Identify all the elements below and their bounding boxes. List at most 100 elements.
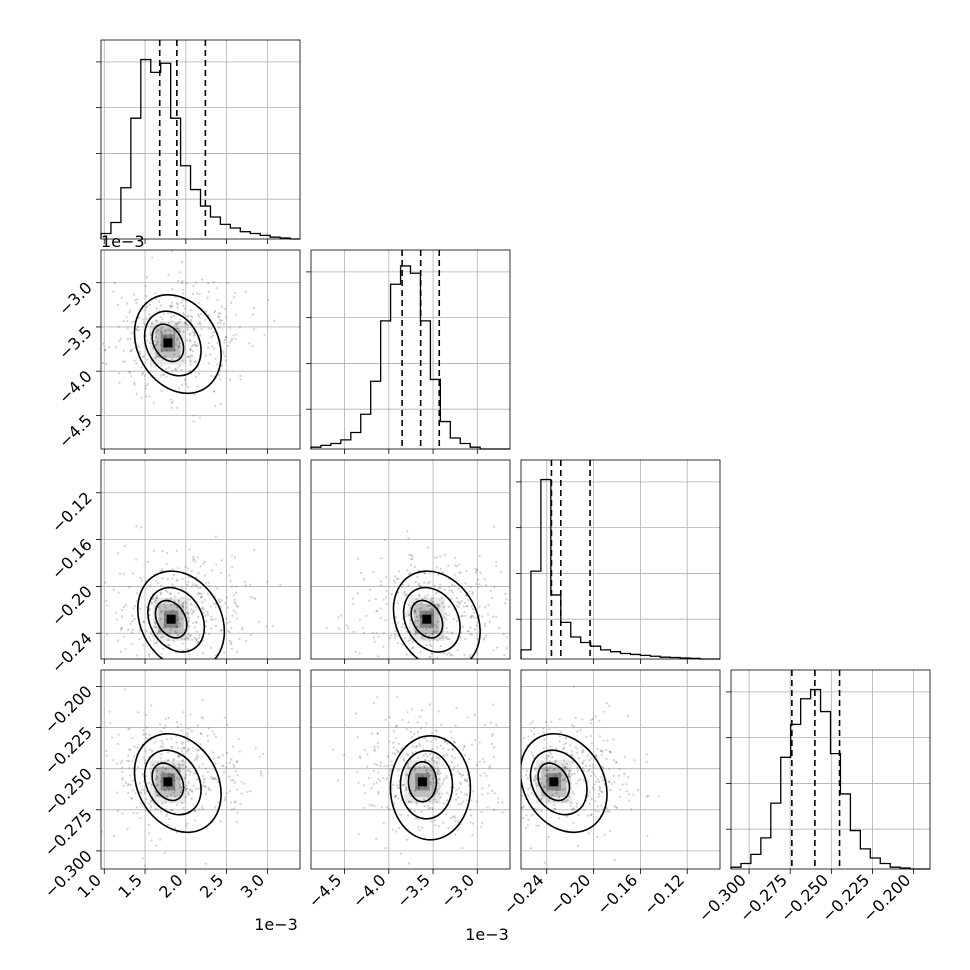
- scatter-point: [160, 739, 163, 743]
- scatter-point: [465, 667, 467, 669]
- scatter-point: [455, 792, 458, 796]
- scatter-point: [191, 621, 195, 624]
- scatter-point: [481, 615, 484, 618]
- scatter-point: [214, 535, 217, 538]
- scatter-point: [340, 614, 343, 617]
- scatter-point: [454, 724, 457, 727]
- scatter-point: [197, 322, 200, 325]
- scatter-point: [411, 708, 414, 711]
- scatter-point: [455, 706, 458, 709]
- scatter-point: [357, 557, 360, 560]
- scatter-point: [493, 809, 496, 812]
- scatter-point: [544, 720, 548, 724]
- scatter-point: [491, 734, 494, 737]
- scatter-point: [448, 585, 451, 589]
- scatter-point: [182, 711, 185, 714]
- scatter-point: [172, 757, 176, 761]
- scatter-point: [488, 765, 492, 768]
- scatter-point: [431, 622, 434, 626]
- scatter-point: [594, 715, 598, 718]
- scatter-point: [437, 787, 440, 791]
- scatter-point: [542, 727, 545, 730]
- scatter-point: [518, 730, 520, 732]
- scatter-point: [497, 801, 500, 804]
- scatter-point: [531, 792, 534, 795]
- scatter-point: [423, 572, 426, 575]
- scatter-point: [145, 395, 148, 398]
- scatter-point: [444, 754, 447, 757]
- scatter-point: [612, 759, 616, 762]
- scatter-point: [424, 758, 427, 761]
- scatter-point: [164, 330, 167, 333]
- scatter-point: [367, 776, 371, 780]
- scatter-point: [220, 365, 223, 368]
- scatter-point: [130, 321, 133, 324]
- scatter-point: [229, 620, 232, 623]
- scatter-point: [395, 634, 398, 637]
- scatter-point: [155, 595, 159, 598]
- scatter-point: [476, 568, 479, 571]
- scatter-point: [382, 632, 386, 635]
- scatter-point: [454, 819, 457, 823]
- scatter-point: [186, 385, 189, 388]
- scatter-point: [202, 777, 206, 780]
- scatter-point: [167, 601, 170, 604]
- scatter-point: [434, 793, 437, 796]
- scatter-point: [187, 355, 190, 358]
- scatter-point: [393, 796, 396, 799]
- scatter-point: [379, 764, 382, 767]
- scatter-point: [155, 844, 158, 847]
- scatter-point: [627, 792, 631, 796]
- scatter-point: [194, 819, 197, 822]
- scatter-point: [119, 761, 122, 765]
- panel-frame: [520, 459, 721, 660]
- scatter-point: [143, 374, 146, 377]
- scatter-point: [442, 652, 445, 655]
- scatter-point: [615, 760, 618, 764]
- scatter-point: [217, 315, 220, 318]
- scatter-point: [187, 315, 190, 319]
- scatter-point: [376, 742, 379, 745]
- scatter-point: [161, 577, 164, 580]
- scatter-point: [157, 329, 160, 332]
- scatter-point: [493, 586, 496, 589]
- scatter-point: [170, 774, 173, 777]
- scatter-point: [212, 390, 215, 393]
- scatter-point: [222, 322, 225, 325]
- scatter-point: [181, 298, 184, 302]
- scatter-point: [430, 732, 434, 735]
- scatter-point: [429, 676, 431, 678]
- scatter-point: [184, 377, 187, 380]
- scatter-point: [169, 792, 173, 796]
- scatter-point: [337, 616, 340, 619]
- scatter-point: [407, 801, 411, 804]
- scatter-point: [396, 786, 399, 789]
- scatter-point: [407, 603, 410, 607]
- scatter-point: [363, 631, 366, 635]
- scatter-point: [421, 775, 424, 778]
- scatter-point: [119, 337, 122, 340]
- scatter-point: [164, 619, 167, 622]
- scatter-point: [198, 634, 201, 637]
- scatter-point: [136, 765, 140, 769]
- scatter-point: [178, 764, 181, 767]
- scatter-point: [152, 666, 154, 668]
- scatter-point: [432, 630, 435, 633]
- scatter-point: [595, 780, 598, 784]
- scatter-point: [417, 582, 421, 585]
- scatter-point: [141, 857, 144, 860]
- scatter-point: [192, 772, 195, 775]
- y-tick-label: −0.24: [48, 629, 96, 677]
- scatter-point: [609, 750, 612, 754]
- scatter-point: [232, 609, 235, 612]
- scatter-point: [173, 353, 176, 356]
- scatter-point: [525, 769, 529, 772]
- scatter-point: [221, 753, 224, 757]
- scatter-point: [189, 356, 192, 359]
- scatter-point: [423, 804, 426, 808]
- scatter-point: [437, 573, 440, 576]
- contour-line: [529, 749, 588, 816]
- scatter-point: [550, 720, 553, 723]
- scatter-point: [127, 628, 130, 631]
- scatter-point: [471, 593, 474, 596]
